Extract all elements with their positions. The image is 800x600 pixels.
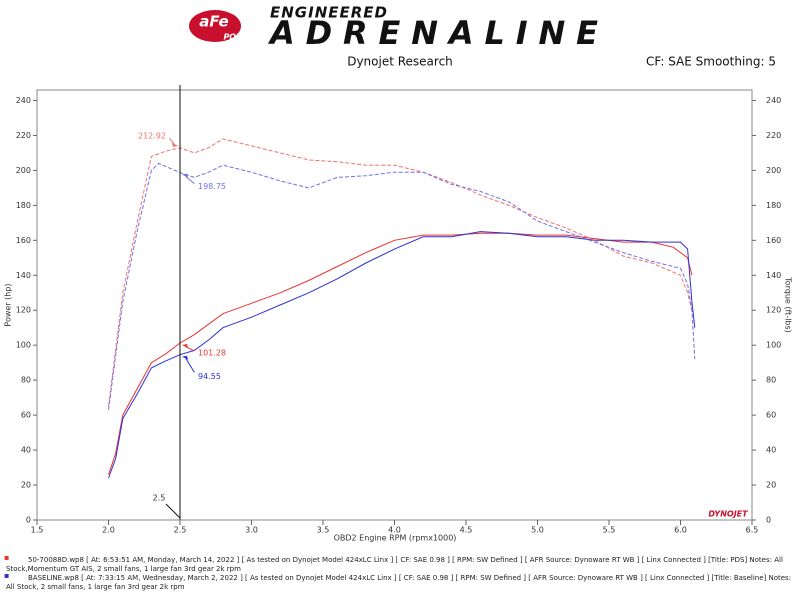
y2-tick-label: 140 — [766, 271, 781, 280]
readout-marker — [182, 355, 188, 360]
y-tick-label: 140 — [16, 271, 31, 280]
cursor-label: 2.5 — [153, 494, 166, 503]
y-tick-label: 160 — [16, 236, 31, 245]
y-tick-label: 180 — [16, 201, 31, 210]
readout-leader — [168, 137, 175, 145]
readout-label: 101.28 — [198, 348, 226, 357]
y2-tick-label: 220 — [766, 131, 781, 140]
logo: aFe POWER ENGINEERED ADRENALINE — [189, 4, 600, 52]
series-line — [108, 232, 693, 475]
y-tick-label: 120 — [16, 306, 31, 315]
run-note: ▪ 50-70088D.wp8 [ At: 6:53:51 AM, Monday,… — [4, 553, 792, 574]
y2-tick-label: 0 — [766, 516, 771, 525]
readout-leader — [185, 346, 195, 352]
x-tick-label: 5.5 — [603, 526, 616, 535]
readout-leader — [185, 358, 195, 373]
run-text: BASELINE.wp8 [ At: 7:33:15 AM, Wednesday… — [6, 574, 792, 591]
readout-label: 94.55 — [198, 372, 221, 381]
y-tick-label: 80 — [21, 376, 31, 385]
run-color: ▪ — [4, 553, 10, 562]
x-tick-label: 4.5 — [460, 526, 473, 535]
x-tick-label: 3.5 — [317, 526, 330, 535]
readout-leader — [185, 176, 195, 185]
y-tick-label: 100 — [16, 341, 31, 350]
x-tick-label: 2.0 — [102, 526, 115, 535]
y-tick-label: 20 — [21, 481, 31, 490]
y2-tick-label: 20 — [766, 481, 776, 490]
x-tick-label: 6.0 — [674, 526, 687, 535]
y2-tick-label: 180 — [766, 201, 781, 210]
y-tick-label: 240 — [16, 96, 31, 105]
y-tick-label: 40 — [21, 446, 31, 455]
cursor-arrow — [165, 503, 181, 519]
y-tick-label: 0 — [26, 516, 31, 525]
series-line — [108, 162, 696, 410]
series-line — [108, 231, 696, 479]
x-tick-label: 3.0 — [245, 526, 258, 535]
tagline: ADRENALINE — [267, 14, 600, 52]
run-text: 50-70088D.wp8 [ At: 6:53:51 AM, Monday, … — [6, 556, 783, 573]
x-tick-label: 1.5 — [31, 526, 44, 535]
y-tick-label: 220 — [16, 131, 31, 140]
y2-tick-label: 40 — [766, 446, 776, 455]
y-tick-label: 60 — [21, 411, 31, 420]
series-line — [108, 138, 693, 407]
y2-axis-label: Torque (ft-lbs) — [784, 276, 793, 333]
readout-label: 212.92 — [138, 131, 166, 140]
y-axis-label: Power (hp) — [4, 283, 13, 326]
readout-marker — [172, 142, 178, 147]
y-tick-label: 200 — [16, 166, 31, 175]
plot-frame — [36, 89, 753, 521]
run-color: ▪ — [4, 571, 10, 580]
watermark: DYNOJET — [708, 510, 748, 519]
tagline-top: ENGINEERED — [270, 4, 388, 22]
x-tick-label: 4.0 — [388, 526, 401, 535]
x-tick-label: 2.5 — [174, 526, 187, 535]
x-tick-label: 6.5 — [746, 526, 759, 535]
y2-tick-label: 120 — [766, 306, 781, 315]
chart: aFe POWER ENGINEERED ADRENALINE Dynojet … — [4, 4, 793, 543]
x-axis-label: OBD2 Engine RPM (rpmx1000) — [334, 534, 457, 543]
y2-tick-label: 80 — [766, 376, 776, 385]
y2-tick-label: 60 — [766, 411, 776, 420]
x-tick-label: 5.0 — [531, 526, 544, 535]
run-note: ▪ BASELINE.wp8 [ At: 7:33:15 AM, Wednesda… — [4, 571, 792, 592]
y2-tick-label: 240 — [766, 96, 781, 105]
y2-tick-label: 100 — [766, 341, 781, 350]
chart-subtitle: CF: SAE Smoothing: 5 — [646, 55, 776, 69]
y2-tick-label: 200 — [766, 166, 781, 175]
brand: aFe — [199, 13, 228, 31]
y2-tick-label: 160 — [766, 236, 781, 245]
chart-title: Dynojet Research — [347, 55, 453, 69]
brand-sub: POWER — [223, 33, 256, 42]
readout-label: 198.75 — [198, 182, 226, 191]
